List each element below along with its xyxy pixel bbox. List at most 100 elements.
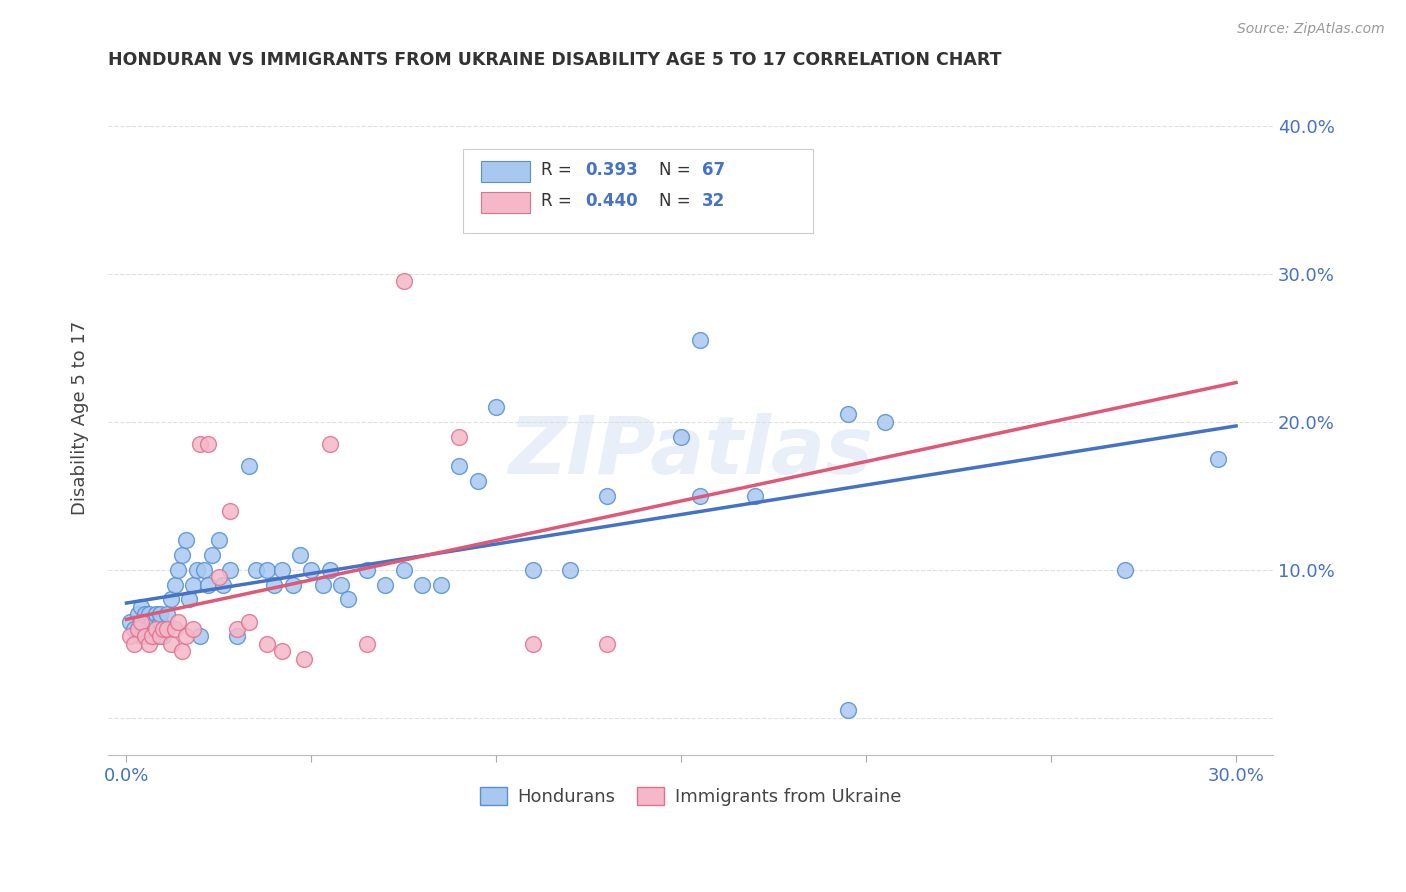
Point	[245, 563, 267, 577]
FancyBboxPatch shape	[464, 149, 813, 233]
Text: 0.393: 0.393	[586, 161, 638, 179]
Point	[311, 577, 333, 591]
Point	[226, 630, 249, 644]
Point	[319, 437, 342, 451]
Point	[449, 429, 471, 443]
Point	[120, 630, 142, 644]
Point	[290, 548, 312, 562]
Point	[163, 577, 186, 591]
Point	[138, 622, 160, 636]
Point	[122, 622, 145, 636]
Point	[170, 644, 193, 658]
Point	[160, 592, 183, 607]
Point	[208, 533, 231, 548]
Point	[292, 651, 315, 665]
Point	[141, 615, 163, 629]
Point	[744, 489, 766, 503]
Point	[522, 637, 544, 651]
Point	[138, 637, 160, 651]
Point	[281, 577, 304, 591]
Text: N =: N =	[659, 161, 696, 179]
Point	[152, 622, 174, 636]
Text: N =: N =	[659, 193, 696, 211]
Point	[193, 563, 215, 577]
Point	[449, 459, 471, 474]
Point	[319, 563, 342, 577]
Point	[689, 489, 711, 503]
Point	[873, 415, 896, 429]
Point	[156, 622, 179, 636]
FancyBboxPatch shape	[481, 161, 530, 182]
Point	[149, 615, 172, 629]
Point	[208, 570, 231, 584]
Point	[689, 334, 711, 348]
Point	[270, 563, 292, 577]
Point	[134, 607, 156, 622]
Point	[138, 607, 160, 622]
Point	[330, 577, 353, 591]
Point	[129, 599, 152, 614]
Point	[837, 704, 859, 718]
Point	[596, 637, 619, 651]
Point	[467, 474, 489, 488]
Point	[134, 630, 156, 644]
Point	[197, 577, 219, 591]
Point	[122, 637, 145, 651]
Text: 67: 67	[702, 161, 725, 179]
Point	[522, 563, 544, 577]
Point	[120, 615, 142, 629]
Legend: Hondurans, Immigrants from Ukraine: Hondurans, Immigrants from Ukraine	[472, 780, 908, 814]
Point	[174, 533, 197, 548]
Point	[270, 644, 292, 658]
Point	[256, 637, 278, 651]
Point	[238, 459, 260, 474]
Point	[167, 615, 190, 629]
Point	[174, 630, 197, 644]
Point	[127, 607, 149, 622]
Point	[485, 400, 508, 414]
Point	[337, 592, 360, 607]
Point	[141, 630, 163, 644]
Text: Source: ZipAtlas.com: Source: ZipAtlas.com	[1237, 22, 1385, 37]
Text: ZIPatlas: ZIPatlas	[508, 413, 873, 491]
Point	[179, 592, 201, 607]
Text: 0.440: 0.440	[586, 193, 638, 211]
Point	[837, 408, 859, 422]
Point	[197, 437, 219, 451]
Point	[186, 563, 208, 577]
Y-axis label: Disability Age 5 to 17: Disability Age 5 to 17	[72, 321, 89, 516]
Point	[299, 563, 322, 577]
Point	[156, 607, 179, 622]
Point	[141, 630, 163, 644]
FancyBboxPatch shape	[481, 193, 530, 212]
Point	[145, 622, 167, 636]
Point	[560, 563, 582, 577]
Point	[152, 630, 174, 644]
Point	[129, 615, 152, 629]
Point	[411, 577, 433, 591]
Point	[392, 563, 415, 577]
Point	[149, 607, 172, 622]
Point	[163, 622, 186, 636]
Point	[219, 563, 242, 577]
Point	[211, 577, 233, 591]
Point	[167, 563, 190, 577]
Point	[134, 615, 156, 629]
Point	[374, 577, 396, 591]
Point	[263, 577, 285, 591]
Point	[1206, 451, 1229, 466]
Text: 32: 32	[702, 193, 725, 211]
Point	[127, 622, 149, 636]
Point	[170, 548, 193, 562]
Point	[226, 622, 249, 636]
Point	[127, 622, 149, 636]
Point	[356, 637, 378, 651]
Point	[181, 622, 204, 636]
Point	[219, 503, 242, 517]
Point	[160, 637, 183, 651]
Point	[356, 563, 378, 577]
Point	[256, 563, 278, 577]
Text: R =: R =	[541, 193, 578, 211]
Point	[145, 607, 167, 622]
Text: R =: R =	[541, 161, 578, 179]
